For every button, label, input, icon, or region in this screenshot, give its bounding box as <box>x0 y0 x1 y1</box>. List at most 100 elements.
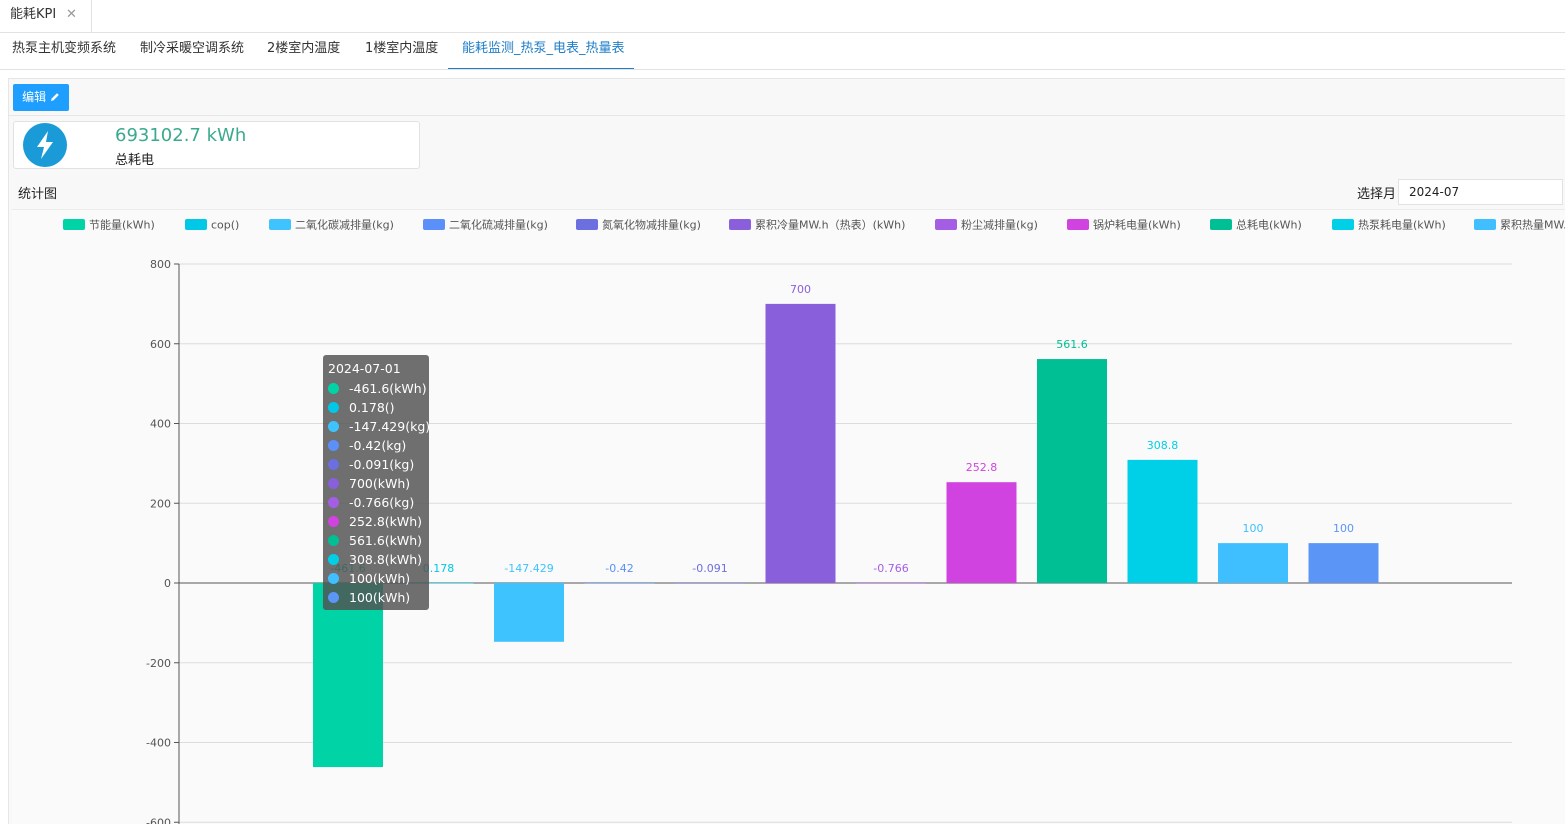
legend-swatch <box>185 219 207 230</box>
series-dot-icon <box>328 478 339 489</box>
series-dot-icon <box>328 440 339 451</box>
series-dot-icon <box>328 516 339 527</box>
tooltip-value: 100(kWh) <box>349 571 411 586</box>
bar-5 <box>675 583 745 584</box>
data-label: 100 <box>1333 522 1354 535</box>
sub-tab-bar: 热泵主机变频系统 制冷采暖空调系统 2楼室内温度 1楼室内温度 能耗监测_热泵_… <box>0 33 1565 70</box>
tooltip-row: 100(kWh) <box>328 569 429 588</box>
tab-heat-pump-vfd[interactable]: 热泵主机变频系统 <box>12 41 117 56</box>
tooltip-value: -147.429(kg) <box>349 419 431 434</box>
edit-button[interactable]: 编辑 <box>13 84 69 111</box>
tooltip-row: 561.6(kWh) <box>328 531 429 550</box>
series-dot-icon <box>328 535 339 546</box>
legend-swatch <box>423 219 445 230</box>
legend-item: 锅炉耗电量(kWh) <box>1093 219 1181 232</box>
legend-item: 累积热量MW.h（热表）(kWh) <box>1500 218 1565 232</box>
y-tick-label: -600 <box>146 816 171 824</box>
tooltip-row: -147.429(kg) <box>328 417 431 436</box>
bar-8 <box>946 482 1017 583</box>
legend-item: 节能量(kWh) <box>89 218 155 232</box>
legend-item: cop() <box>211 219 239 232</box>
bar-2 <box>403 582 474 584</box>
window-tab-label: 能耗KPI <box>10 7 57 22</box>
tooltip-row: -0.42(kg) <box>328 436 429 455</box>
legend-swatch <box>1474 219 1496 230</box>
tooltip-row: -0.091(kg) <box>328 455 429 474</box>
legend-swatch <box>1067 219 1089 230</box>
tooltip-row: 252.8(kWh) <box>328 512 429 531</box>
tooltip-value: 308.8(kWh) <box>349 552 423 567</box>
bar-6 <box>765 303 836 583</box>
close-icon[interactable]: ✕ <box>66 7 77 22</box>
legend-swatch <box>1210 219 1232 230</box>
edit-button-label: 编辑 <box>22 90 47 104</box>
series-dot-icon <box>328 459 339 470</box>
legend-item: 总耗电(kWh) <box>1236 218 1302 232</box>
legend-item: 粉尘减排量(kg) <box>961 218 1038 232</box>
bar-10 <box>1127 459 1198 583</box>
series-dot-icon <box>328 383 339 394</box>
legend-swatch <box>576 219 598 230</box>
tooltip-value: -0.091(kg) <box>349 457 415 472</box>
tooltip-row: 100(kWh) <box>328 588 429 607</box>
kpi-card-total-power: 693102.7 kWh 总耗电 <box>13 121 420 169</box>
legend-item: 氮氧化物减排量(kg) <box>602 218 701 232</box>
y-tick-label: 200 <box>150 497 171 510</box>
legend-swatch <box>63 219 85 230</box>
tab-floor1-temp[interactable]: 1楼室内温度 <box>365 41 439 56</box>
tooltip-row: -461.6(kWh) <box>328 379 429 398</box>
y-tick-label: 800 <box>150 258 171 271</box>
series-dot-icon <box>328 554 339 565</box>
tooltip-value: -461.6(kWh) <box>349 381 427 396</box>
series-dot-icon <box>328 592 339 603</box>
pencil-icon <box>50 93 59 101</box>
window-tab-kpi[interactable]: 能耗KPI ✕ <box>0 0 92 32</box>
legend-item: 热泵耗电量(kWh) <box>1358 219 1446 232</box>
tooltip-value: 561.6(kWh) <box>349 533 423 548</box>
y-tick-label: -200 <box>146 657 171 670</box>
legend-item: 二氧化碳减排量(kg) <box>295 218 394 232</box>
bar-4 <box>584 583 655 584</box>
kpi-value: 693102.7 kWh <box>115 125 247 146</box>
legend-item: 累积冷量MW.h（热表）(kWh) <box>755 218 905 232</box>
legend-item: 二氧化硫减排量(kg) <box>449 218 548 232</box>
series-dot-icon <box>328 573 339 584</box>
month-picker[interactable]: 2024-07 <box>1398 179 1563 205</box>
legend-swatch <box>935 219 957 230</box>
bar-1 <box>313 583 383 768</box>
tooltip-value: -0.766(kg) <box>349 495 415 510</box>
data-label: 0.178 <box>423 562 455 575</box>
data-label: -0.091 <box>692 562 727 575</box>
tooltip-value: 252.8(kWh) <box>349 514 423 529</box>
bar-11 <box>1218 543 1288 583</box>
y-tick-label: -400 <box>146 737 171 750</box>
stats-title: 统计图 <box>18 187 58 202</box>
data-label: -0.766 <box>873 562 908 575</box>
series-dot-icon <box>328 421 339 432</box>
bar-9 <box>1037 359 1107 583</box>
lightning-icon <box>23 123 67 167</box>
tab-hvac-system[interactable]: 制冷采暖空调系统 <box>140 41 245 56</box>
tab-floor2-temp[interactable]: 2楼室内温度 <box>267 41 341 56</box>
month-label: 选择月 <box>1357 187 1397 202</box>
tooltip-row: 308.8(kWh) <box>328 550 429 569</box>
bar-7 <box>856 583 926 584</box>
tooltip-row: 0.178() <box>328 398 429 417</box>
data-label: -147.429 <box>504 562 553 575</box>
y-tick-label: 600 <box>150 338 171 351</box>
series-dot-icon <box>328 497 339 508</box>
kpi-label: 总耗电 <box>115 153 155 168</box>
tooltip-value: 0.178() <box>349 400 395 415</box>
tab-energy-monitoring[interactable]: 能耗监测_热泵_电表_热量表 <box>448 33 634 69</box>
y-tick-label: 400 <box>150 418 171 431</box>
series-dot-icon <box>328 402 339 413</box>
data-label: 700 <box>790 283 811 296</box>
tooltip-row: -0.766(kg) <box>328 493 429 512</box>
bar-3 <box>494 583 564 642</box>
data-label: 308.8 <box>1147 439 1179 452</box>
legend-swatch <box>269 219 291 230</box>
tooltip-value: 100(kWh) <box>349 590 411 605</box>
data-label: 561.6 <box>1056 338 1088 351</box>
legend-swatch <box>1332 219 1354 230</box>
data-label: 252.8 <box>966 461 998 474</box>
